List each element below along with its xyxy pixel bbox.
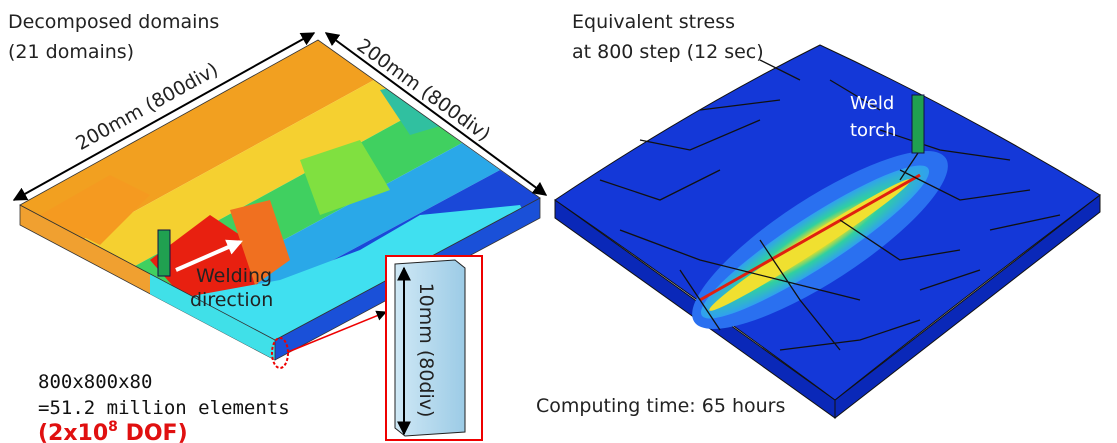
- title: at 800 step (12 sec): [572, 41, 764, 63]
- dof-suffix: DOF): [118, 421, 188, 443]
- title: Decomposed domains: [8, 11, 219, 33]
- size-label: =51.2 million elements: [38, 397, 290, 419]
- welding-label: Welding: [196, 265, 272, 287]
- torch-icon: [158, 230, 170, 276]
- inset: 10mm (80div): [386, 256, 482, 440]
- torch-label: torch: [850, 120, 896, 141]
- size-label: 800x800x80: [38, 371, 152, 393]
- dof-label: (2x108 DOF): [38, 419, 188, 443]
- welding-label: direction: [190, 289, 273, 311]
- figure: 200mm (800div) 200mm (800div) Welding di…: [0, 0, 1117, 443]
- torch-label: Weld: [850, 93, 894, 114]
- time-label: Computing time: 65 hours: [536, 395, 785, 417]
- dof-exponent: 8: [108, 419, 118, 435]
- title: Equivalent stress: [572, 11, 735, 33]
- inset-label: 10mm (80div): [415, 283, 437, 418]
- stress-plate: [555, 45, 1100, 418]
- dof-base: (2x10: [38, 421, 108, 443]
- torch-icon: [912, 95, 924, 153]
- title: (21 domains): [8, 41, 134, 63]
